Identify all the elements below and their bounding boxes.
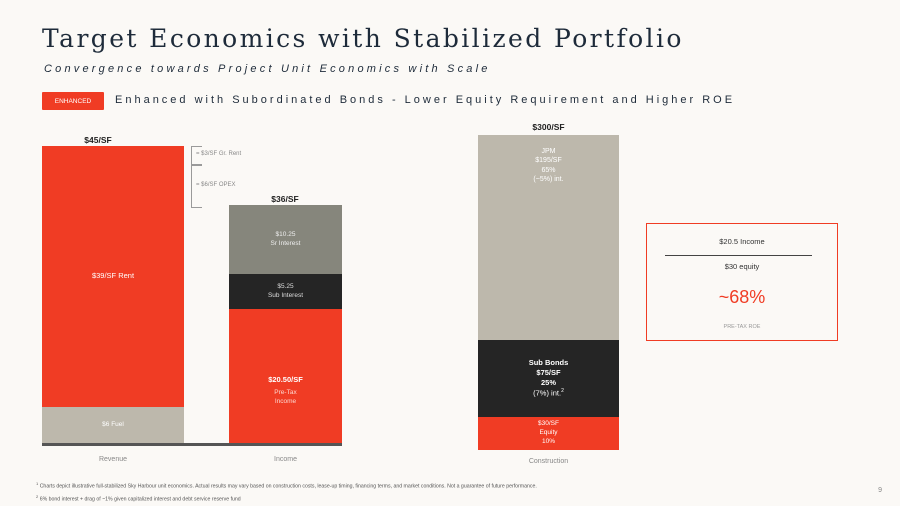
- gr-rent-annotation: = $3/SF Gr. Rent: [196, 151, 242, 157]
- footnote-2-text: 6% bond interest + drag of ~1% given cap…: [39, 496, 241, 503]
- construction-sub-bonds-segment: Sub Bonds $75/SF 25% (7%) int.2: [478, 340, 619, 417]
- construction-jpm-segment: JPM $195/SF 65% (~5%) int.: [478, 135, 619, 340]
- jpm-pct: 65%: [541, 166, 556, 174]
- opex-annotation: = $6/SF OPEX: [196, 182, 236, 188]
- sub-bonds-footnote-ref: 2: [561, 388, 564, 395]
- footnote-1: 1 Charts depict illustrative full-stabil…: [36, 481, 537, 490]
- sub-bonds-name: Sub Bonds: [528, 358, 569, 367]
- pretax-value: $20.50/SF: [268, 375, 303, 384]
- page-number: 9: [878, 487, 882, 494]
- construction-equity-segment: $30/SF Equity 10%: [478, 417, 619, 450]
- equity-value: $30/SF: [538, 420, 559, 428]
- gr-rent-bracket: [191, 146, 202, 166]
- roe-label: PRE-TAX ROE: [723, 324, 761, 330]
- sub-interest-label: Sub Interest: [267, 291, 304, 299]
- income-total-label: $36/SF: [271, 194, 299, 204]
- roe-value: ~68%: [718, 287, 766, 307]
- construction-total-label: $300/SF: [532, 122, 565, 132]
- construction-axis-label: Construction: [528, 458, 569, 465]
- revenue-rent-label: $39/SF Rent: [91, 271, 135, 281]
- revenue-total-label: $45/SF: [84, 135, 112, 145]
- jpm-name: JPM: [541, 148, 556, 155]
- jpm-rate: (~5%) int.: [533, 176, 564, 184]
- sub-bonds-rate: (7%) int.: [533, 388, 562, 398]
- revenue-rent-segment: $39/SF Rent: [42, 146, 184, 407]
- footnote-1-text: Charts depict illustrative full-stabiliz…: [39, 483, 537, 490]
- roe-callout: $20.5 Income $30 equity ~68% PRE-TAX ROE: [646, 223, 838, 341]
- revenue-fuel-segment: $6 Fuel: [42, 407, 184, 443]
- page-title: Target Economics with Stabilized Portfol…: [42, 24, 684, 53]
- enhanced-badge: ENHANCED: [42, 92, 104, 110]
- income-sub-interest-segment: $5.25 Sub Interest: [229, 274, 342, 309]
- chart-baseline: [42, 443, 342, 446]
- roe-denominator: $30 equity: [724, 262, 760, 271]
- equity-name: Equity: [539, 429, 558, 437]
- footnote-2-marker: 2: [36, 494, 39, 499]
- jpm-value: $195/SF: [535, 157, 562, 165]
- roe-divider: [665, 255, 812, 256]
- roe-numerator: $20.5 Income: [719, 237, 765, 246]
- page-subtitle: Convergence towards Project Unit Economi…: [44, 63, 491, 75]
- income-pretax-segment: $20.50/SF Pre-Tax Income: [229, 309, 342, 443]
- equity-pct: 10%: [541, 437, 555, 445]
- opex-bracket: [191, 164, 202, 208]
- income-axis-label: Income: [274, 456, 297, 463]
- sr-interest-label: Sr Interest: [270, 239, 301, 247]
- pretax-label-2: Income: [274, 397, 297, 405]
- revenue-fuel-label: $6 Fuel: [102, 420, 124, 428]
- sub-interest-value: $5.25: [277, 282, 294, 290]
- footnote-1-marker: 1: [36, 481, 39, 486]
- sub-bonds-value: $75/SF: [536, 368, 561, 378]
- section-headline: Enhanced with Subordinated Bonds - Lower…: [115, 94, 736, 106]
- pretax-label-1: Pre-Tax: [274, 389, 297, 397]
- sub-bonds-pct: 25%: [540, 378, 556, 388]
- income-sr-interest-segment: $10.25 Sr Interest: [229, 205, 342, 274]
- sr-interest-value: $10.25: [275, 230, 296, 238]
- sub-bonds-rate-line: (7%) int.2: [533, 388, 564, 399]
- footnote-2: 2 6% bond interest + drag of ~1% given c…: [36, 494, 241, 503]
- revenue-axis-label: Revenue: [98, 456, 128, 463]
